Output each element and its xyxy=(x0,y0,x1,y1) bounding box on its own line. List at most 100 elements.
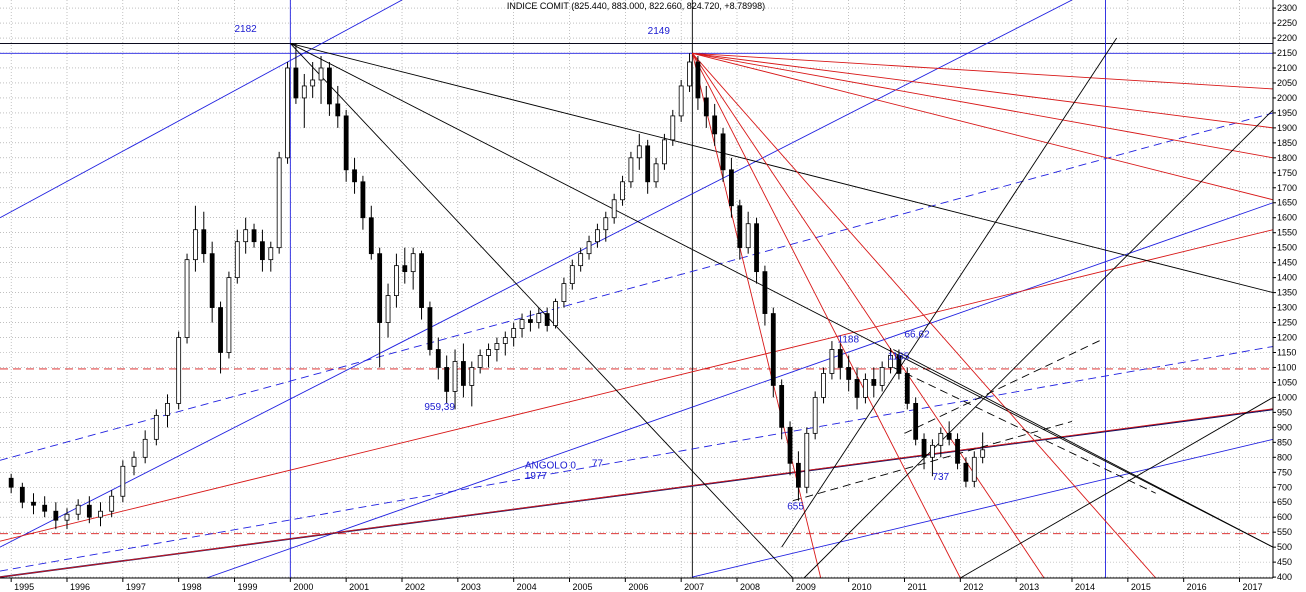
candle-down xyxy=(913,403,919,440)
chart-title: INDICE COMIT (825.440, 883.000, 822.660,… xyxy=(507,1,765,11)
vertical-gridlines xyxy=(10,0,1240,578)
candle-up xyxy=(486,349,491,356)
annotation-label: 1188 xyxy=(838,335,860,346)
candle-down xyxy=(53,510,59,521)
trendline xyxy=(691,53,1045,579)
x-tick-label: 2013 xyxy=(1019,582,1039,592)
y-tick-label: 1100 xyxy=(1277,362,1296,372)
trendline xyxy=(692,52,1274,201)
candle-up xyxy=(193,229,198,261)
x-tick-label: 2008 xyxy=(740,582,760,592)
candle-down xyxy=(201,229,207,255)
horizontal-gridlines xyxy=(0,7,1273,578)
y-tick-label: 600 xyxy=(1277,512,1292,522)
candle-down xyxy=(729,169,734,207)
candle-down xyxy=(720,133,726,171)
y-tick-label: 1050 xyxy=(1277,377,1297,387)
candle-down xyxy=(368,217,374,255)
candle-up xyxy=(176,337,182,404)
candle-up xyxy=(75,504,81,515)
candle-down xyxy=(293,67,299,99)
candle-up xyxy=(829,349,835,374)
y-tick-label: 1700 xyxy=(1277,183,1297,193)
y-tick-label: 1500 xyxy=(1277,243,1297,253)
y-tick-label: 1950 xyxy=(1277,108,1297,118)
y-tick-label: 1850 xyxy=(1277,138,1297,148)
candle-up xyxy=(64,513,70,521)
trendline xyxy=(0,229,1274,542)
candle-down xyxy=(796,462,801,488)
y-tick-label: 2300 xyxy=(1277,3,1297,13)
candle-down xyxy=(461,361,466,386)
annotation-label: 66,62 xyxy=(905,330,930,341)
candlestick-series xyxy=(8,43,986,530)
candle-down xyxy=(904,373,910,404)
y-tick-label: 1000 xyxy=(1277,392,1297,402)
candle-up xyxy=(502,337,508,344)
candle-up xyxy=(477,355,483,368)
candle-up xyxy=(611,199,617,219)
candle-down xyxy=(921,438,927,458)
candle-up xyxy=(452,361,458,392)
x-tick-label: 2007 xyxy=(684,582,704,592)
candle-up xyxy=(184,259,190,338)
candle-up xyxy=(569,265,575,285)
y-tick-label: 2150 xyxy=(1277,48,1297,58)
trendline xyxy=(781,37,1118,548)
candle-down xyxy=(444,367,450,392)
candle-up xyxy=(971,456,977,482)
candle-up xyxy=(888,355,893,368)
candle-up xyxy=(662,139,667,165)
x-tick-label: 2005 xyxy=(573,582,593,592)
candle-up xyxy=(410,253,416,273)
trendline xyxy=(290,43,794,579)
candle-up xyxy=(980,449,986,458)
candle-down xyxy=(544,313,550,326)
candle-up xyxy=(863,379,868,398)
candle-up xyxy=(285,67,290,159)
trendline xyxy=(893,349,1274,548)
candle-down xyxy=(427,307,433,350)
annotation-label: 737 xyxy=(932,472,949,483)
trendline xyxy=(0,112,1274,461)
candle-down xyxy=(837,349,843,368)
candle-up xyxy=(821,373,826,398)
x-tick-label: 2015 xyxy=(1131,582,1151,592)
y-tick-label: 550 xyxy=(1277,527,1292,537)
candle-up xyxy=(494,343,500,350)
y-tick-label: 500 xyxy=(1277,542,1292,552)
annotation-label: 77 xyxy=(592,458,604,469)
candle-up xyxy=(536,313,542,323)
y-tick-label: 1750 xyxy=(1277,168,1297,178)
x-tick-label: 2017 xyxy=(1243,582,1263,592)
y-tick-label: 1300 xyxy=(1277,303,1297,313)
y-tick-label: 1150 xyxy=(1277,347,1296,357)
candle-down xyxy=(31,501,36,506)
trendline xyxy=(0,0,403,219)
y-tick-label: 1800 xyxy=(1277,153,1297,163)
candle-up xyxy=(586,241,592,255)
candle-down xyxy=(762,271,768,314)
annotation-label: ANGOLO 0 xyxy=(525,460,577,471)
x-tick-label: 2004 xyxy=(517,582,537,592)
candle-up xyxy=(276,157,282,249)
candle-down xyxy=(946,432,952,440)
candle-down xyxy=(854,379,860,398)
y-tick-label: 700 xyxy=(1277,482,1292,492)
candle-down xyxy=(352,169,357,183)
annotation-label: 1977 xyxy=(525,471,548,482)
trendline-overlays xyxy=(0,0,1274,579)
candle-up xyxy=(628,157,634,183)
candle-down xyxy=(19,486,25,503)
annotation-label: 1165 xyxy=(888,352,910,363)
x-tick-label: 2014 xyxy=(1075,582,1095,592)
candle-down xyxy=(695,61,701,99)
y-tick-label: 1400 xyxy=(1277,273,1297,283)
candle-up xyxy=(745,223,751,249)
y-tick-label: 1250 xyxy=(1277,318,1297,328)
x-tick-label: 2012 xyxy=(963,582,983,592)
y-tick-label: 1200 xyxy=(1277,333,1297,343)
x-tick-label: 2016 xyxy=(1187,582,1207,592)
x-tick-label: 2000 xyxy=(293,582,313,592)
